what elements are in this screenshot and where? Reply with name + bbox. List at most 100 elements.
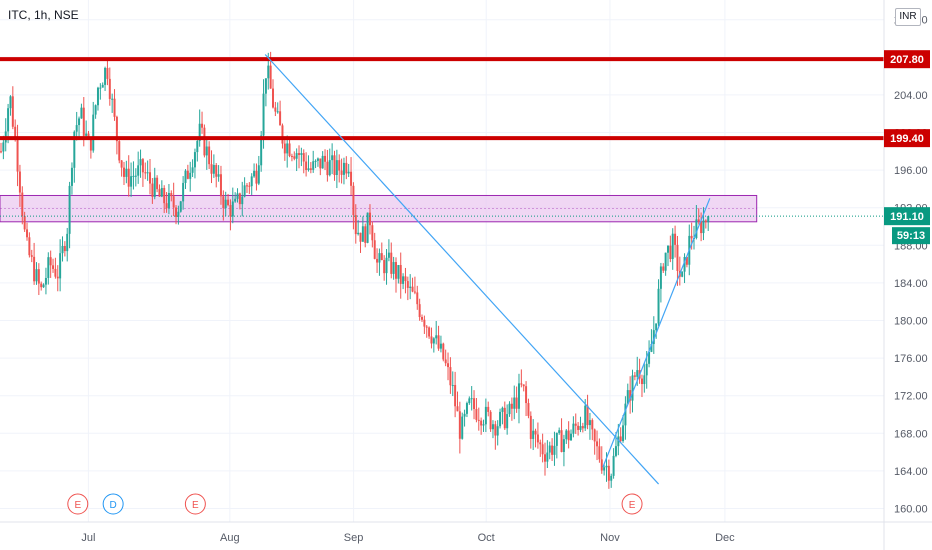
candle-body: [588, 420, 591, 426]
candle-body: [664, 252, 667, 271]
candle-body: [579, 426, 582, 430]
y-axis: 160.00 164.00 168.00 172.00 176.00 180.00 184.…: [883, 0, 928, 550]
candle-body: [411, 286, 414, 292]
candle-body: [134, 175, 137, 177]
y-tick-label: 184.00: [894, 278, 928, 290]
candle-body: [368, 212, 371, 226]
candle-body: [274, 107, 277, 112]
candle-body: [281, 125, 284, 144]
candle-body: [536, 434, 539, 443]
horizontal-lines-layer: [0, 57, 884, 217]
candle-body: [193, 152, 196, 168]
countdown-tag: [892, 227, 930, 245]
candle-body: [676, 244, 679, 271]
candle-body: [59, 253, 62, 279]
candle-body: [409, 286, 412, 288]
candle-body: [442, 343, 445, 360]
candle-body: [262, 93, 265, 136]
resistance-top-tag-label: 207.80: [890, 54, 924, 66]
candle-body: [75, 125, 78, 132]
candle-body: [645, 363, 648, 376]
candle-body: [111, 98, 114, 100]
candle-body: [704, 220, 707, 223]
candle-body: [574, 423, 577, 426]
candle-body: [605, 465, 608, 468]
candle-body: [380, 253, 383, 261]
candle-body: [279, 111, 282, 126]
candle-body: [437, 335, 440, 349]
last-price-label: 191.10: [890, 211, 924, 223]
candle-body: [165, 203, 168, 209]
candle-body: [350, 171, 353, 186]
candle-body: [553, 445, 556, 455]
candle-body: [201, 123, 204, 128]
currency-button[interactable]: INR: [895, 8, 921, 26]
candle-body: [101, 84, 104, 88]
candle-body: [562, 439, 565, 452]
candle-body: [690, 235, 693, 239]
candle-body: [423, 319, 426, 327]
candle-body: [657, 288, 660, 324]
candle-body: [501, 407, 504, 412]
support-zone-layer: [0, 194, 758, 223]
candle-body: [671, 233, 674, 260]
candle-body: [137, 165, 140, 176]
candle-body: [127, 168, 130, 187]
x-tick-label: Sep: [344, 532, 364, 544]
candle-body: [666, 245, 669, 253]
candle-body: [198, 123, 201, 141]
candle-body: [685, 256, 688, 265]
candle-body: [210, 164, 213, 174]
candle-body: [340, 170, 343, 175]
candle-body: [548, 445, 551, 453]
y-tick-label: 168.00: [894, 428, 928, 440]
candle-body: [520, 383, 523, 385]
y-tick-label: 160.00: [894, 504, 928, 516]
candle-body: [591, 420, 594, 430]
candle-body: [49, 257, 52, 266]
candle-body: [44, 277, 47, 285]
candle-body: [186, 170, 189, 179]
candle-body: [496, 426, 499, 436]
candle-body: [640, 378, 643, 385]
event-marker-label: D: [110, 500, 117, 511]
event-marker-label: E: [74, 500, 81, 511]
candle-body: [494, 424, 497, 436]
candle-body: [683, 256, 686, 272]
candle-body: [255, 170, 258, 184]
candle-body: [94, 105, 97, 115]
x-axis: Jul Aug Sep Oct Nov Dec: [0, 521, 932, 544]
candle-body: [636, 370, 639, 377]
candle-body: [345, 162, 348, 174]
candle-body: [177, 211, 180, 217]
candle-body: [153, 177, 156, 197]
candle-body: [7, 108, 10, 132]
candle-body: [465, 403, 468, 414]
y-tick-label: 196.00: [894, 165, 928, 177]
symbol-title: ITC, 1h, NSE: [8, 8, 79, 22]
candle-body: [241, 196, 244, 205]
candle-body: [234, 198, 237, 202]
x-tick-label: Oct: [478, 532, 495, 544]
candle-body: [288, 143, 291, 156]
candle-body: [477, 419, 480, 421]
candle-body: [581, 426, 584, 429]
candle-body: [189, 172, 192, 179]
candle-body: [491, 424, 494, 430]
event-marker-label: E: [629, 500, 636, 511]
candle-body: [231, 201, 234, 217]
candle-body: [113, 98, 116, 117]
candle-body: [170, 193, 173, 197]
resistance-mid-tag: [884, 129, 930, 148]
candle-body: [149, 172, 152, 184]
countdown-label: 59:13: [897, 230, 925, 242]
candle-body: [482, 424, 485, 426]
uptrend-line: [602, 198, 711, 468]
candle-body: [118, 141, 121, 161]
candle-body: [257, 165, 260, 184]
last-price-tag: [884, 207, 930, 226]
candle-body: [387, 252, 390, 258]
candle-body: [305, 161, 308, 170]
candle-body: [598, 446, 601, 460]
